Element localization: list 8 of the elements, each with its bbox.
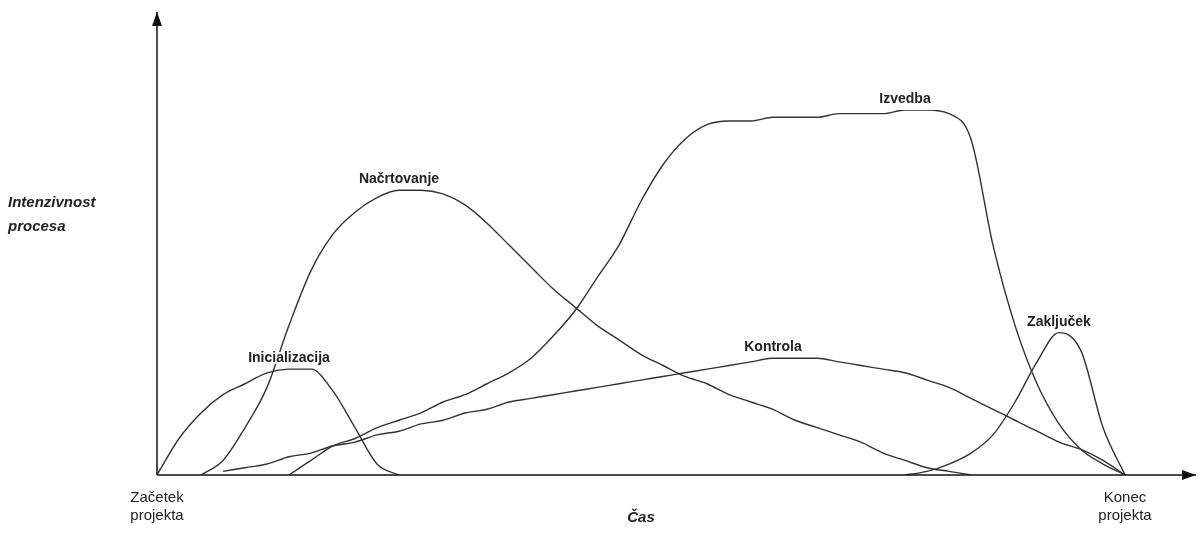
x-tick-label: Konec projekta xyxy=(1098,488,1153,524)
y-axis-title: Intenzivnost procesa xyxy=(8,192,97,236)
series-label: Načrtovanje xyxy=(358,170,440,187)
series-label: Kontrola xyxy=(744,338,802,355)
x-axis-title: Čas xyxy=(627,508,655,525)
x-tick-label: Začetek projekta xyxy=(130,488,185,524)
series-label: Izvedba xyxy=(879,89,931,106)
series-label: Zaključek xyxy=(1027,312,1092,329)
